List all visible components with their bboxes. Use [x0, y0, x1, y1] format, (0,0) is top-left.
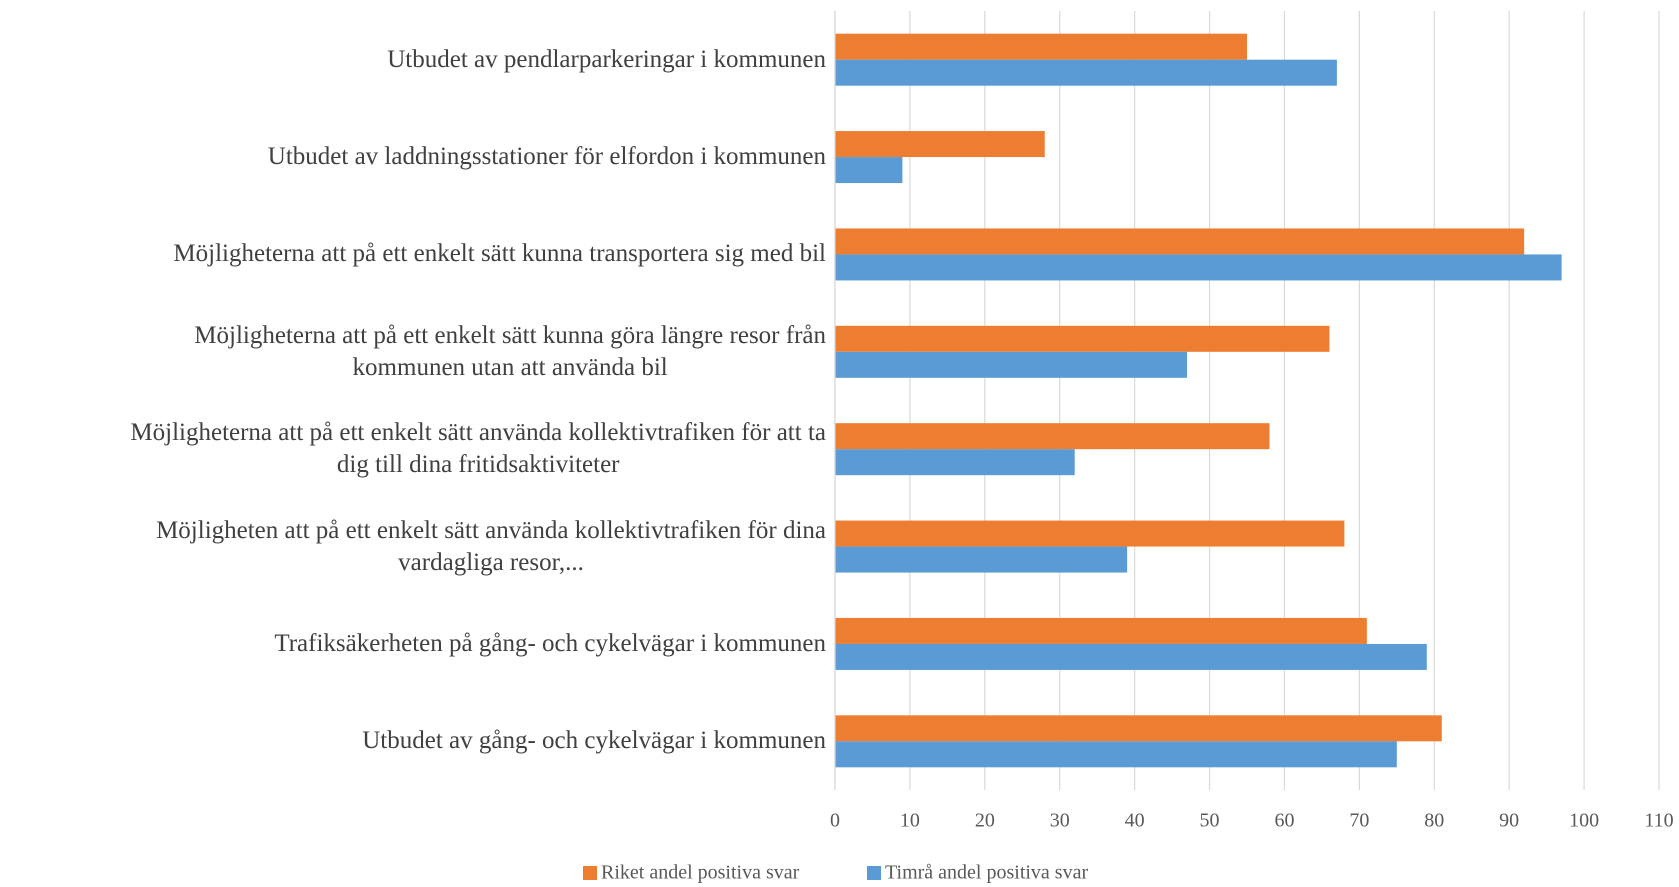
category-label-box: Möjligheterna att på ett enkelt sätt anv… — [130, 417, 826, 481]
bar — [835, 617, 1367, 644]
bar — [835, 325, 1330, 352]
x-tick-label: 50 — [1200, 810, 1220, 832]
x-tick-label: 10 — [900, 810, 920, 832]
bar — [835, 33, 1247, 60]
y-tick-label: Möjligheterna att på ett enkelt sätt kun… — [194, 321, 826, 381]
x-tick-label: 110 — [1644, 810, 1673, 832]
bar — [835, 131, 1045, 158]
bar — [835, 643, 1427, 670]
category-label-box: Utbudet av gång- och cykelvägar i kommun… — [362, 725, 826, 757]
x-tick-label: 60 — [1274, 810, 1294, 832]
y-tick-label: Trafiksäkerheten på gång- och cykelvägar… — [274, 629, 826, 657]
bar — [835, 254, 1562, 281]
category-label-box: Trafiksäkerheten på gång- och cykelvägar… — [274, 628, 826, 660]
y-tick-label: Möjligheterna att på ett enkelt sätt kun… — [173, 240, 826, 268]
bar — [835, 449, 1075, 476]
bar — [835, 423, 1270, 450]
category-label-box: Möjligheten att på ett enkelt sätt använ… — [156, 515, 826, 579]
category-label-box: Möjligheterna att på ett enkelt sätt kun… — [173, 238, 826, 270]
y-tick-label: Möjligheten att på ett enkelt sätt använ… — [156, 516, 826, 576]
bar — [835, 520, 1345, 547]
category-label-box: Utbudet av pendlarparkeringar i kommunen — [387, 44, 826, 76]
legend-swatch — [867, 866, 881, 880]
legend-label: Timrå andel positiva svar — [885, 862, 1088, 884]
legend-swatch — [583, 866, 597, 880]
category-label-box: Utbudet av laddningsstationer för elford… — [268, 141, 826, 173]
bar — [835, 351, 1188, 378]
bar — [835, 157, 903, 184]
x-tick-label: 0 — [830, 810, 840, 832]
bar — [835, 59, 1337, 86]
x-tick-label: 40 — [1125, 810, 1145, 832]
x-tick-label: 90 — [1499, 810, 1519, 832]
y-tick-label: Utbudet av pendlarparkeringar i kommunen — [387, 45, 826, 73]
category-label-box: Möjligheterna att på ett enkelt sätt kun… — [194, 320, 826, 384]
x-tick-label: 20 — [975, 810, 995, 832]
bar — [835, 741, 1397, 768]
y-tick-label: Möjligheterna att på ett enkelt sätt anv… — [130, 419, 826, 479]
x-tick-label: 80 — [1424, 810, 1444, 832]
bar — [835, 546, 1128, 573]
legend-label: Riket andel positiva svar — [601, 862, 800, 884]
x-tick-label: 70 — [1349, 810, 1369, 832]
y-tick-label: Utbudet av laddningsstationer för elford… — [267, 143, 826, 171]
bar — [835, 715, 1442, 742]
y-tick-label: Utbudet av gång- och cykelvägar i kommun… — [362, 727, 826, 755]
x-tick-label: 100 — [1569, 810, 1599, 832]
x-tick-label: 30 — [1050, 810, 1070, 832]
bar — [835, 228, 1525, 255]
